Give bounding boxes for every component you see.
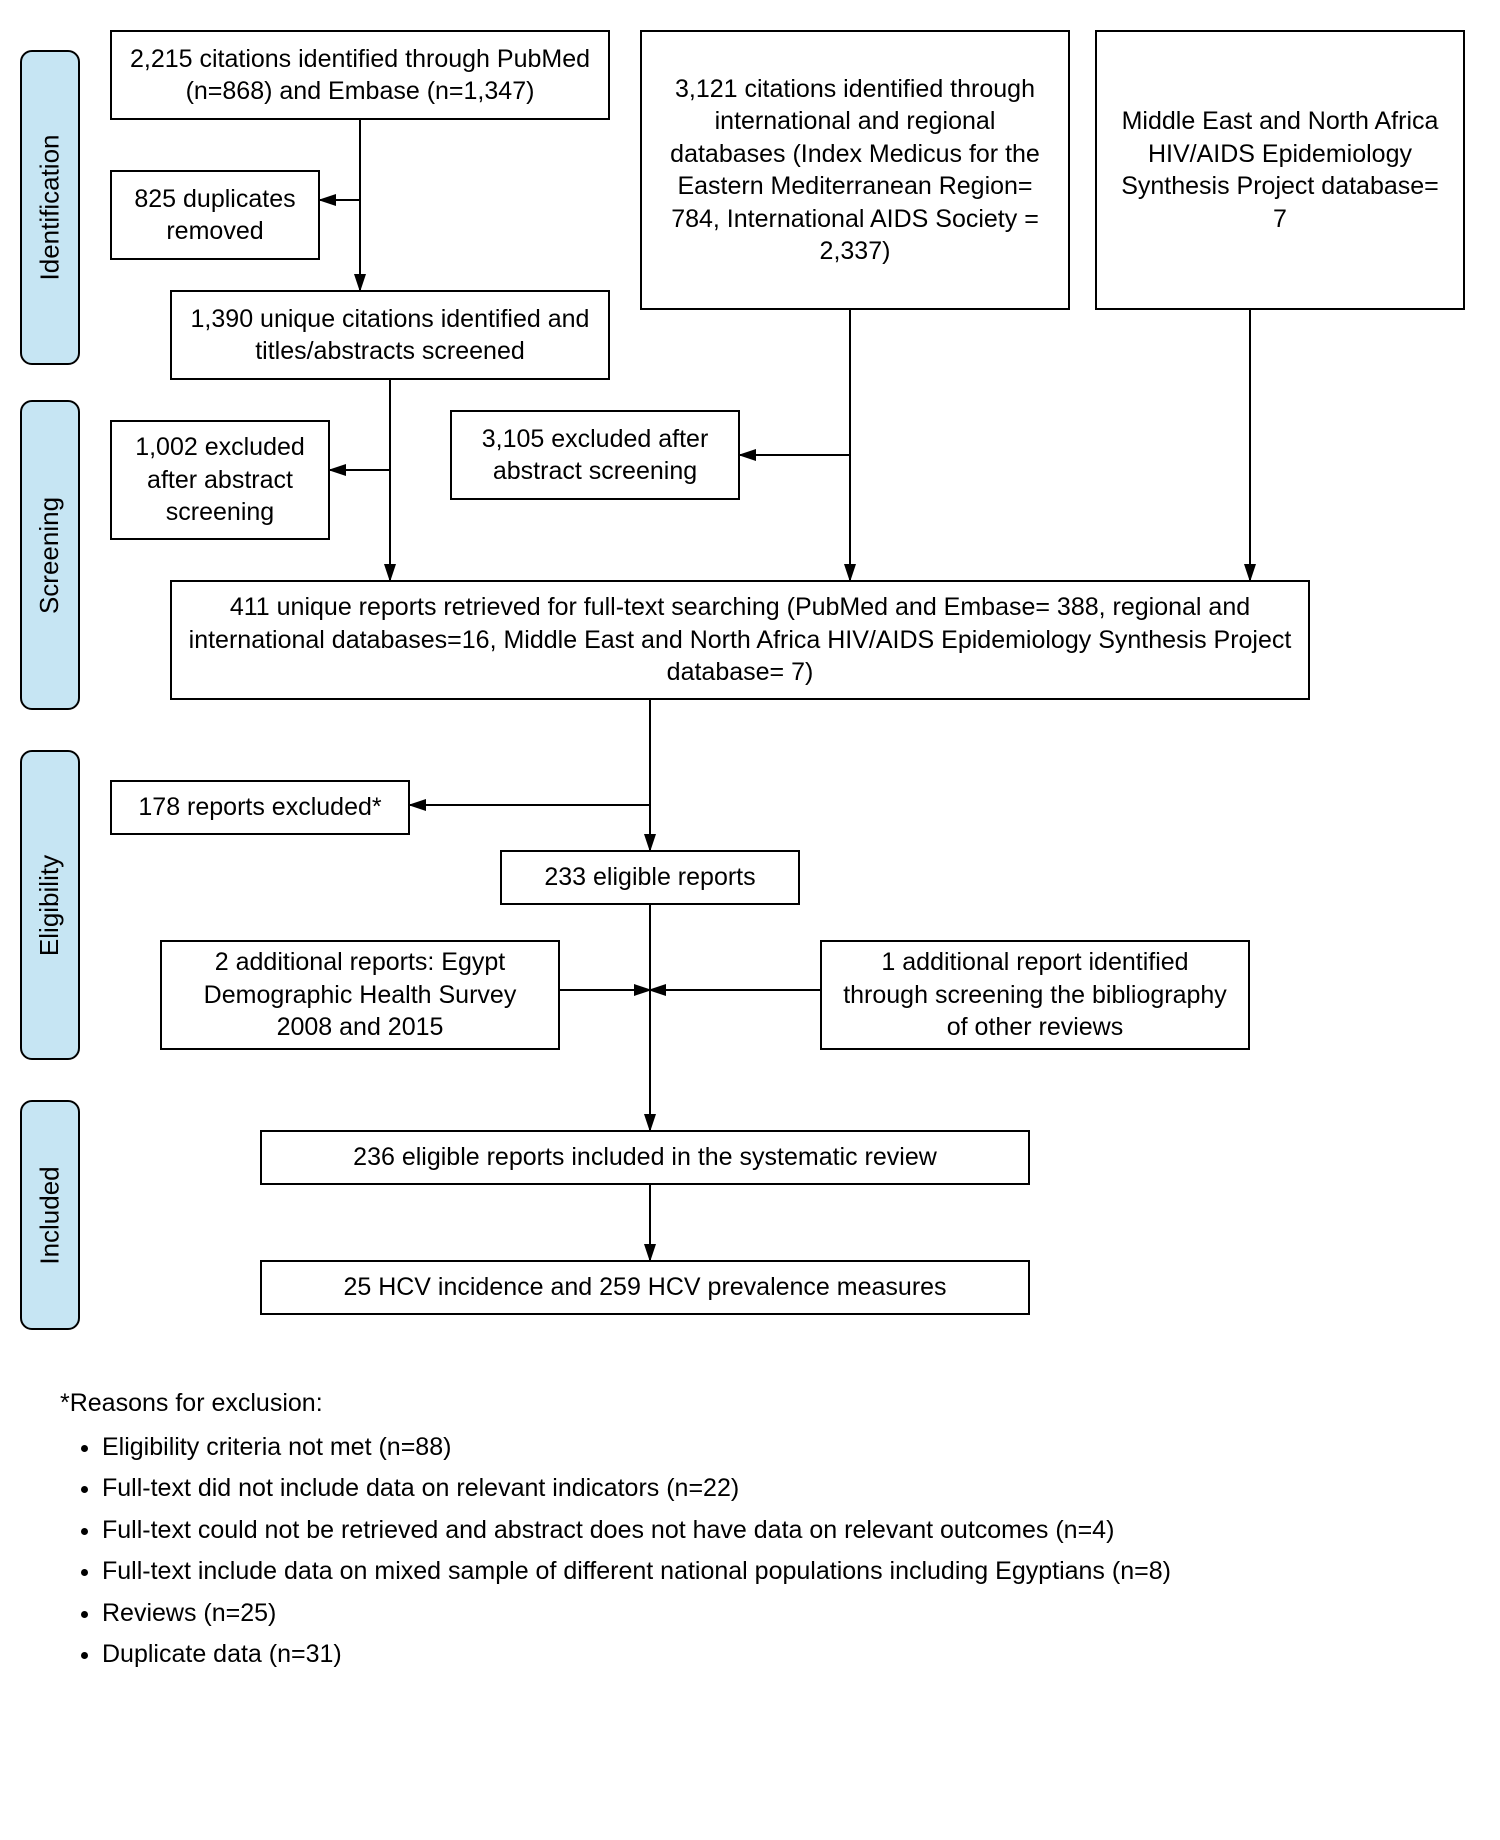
phase-screening: Screening bbox=[20, 400, 80, 710]
footnote-item: Eligibility criteria not met (n=88) bbox=[102, 1429, 1460, 1467]
phase-identification-label: Identification bbox=[35, 135, 66, 281]
b-add1: 1 additional report identified through s… bbox=[820, 940, 1250, 1050]
footnote-item: Duplicate data (n=31) bbox=[102, 1636, 1460, 1674]
phase-included-label: Included bbox=[35, 1166, 66, 1264]
phase-included: Included bbox=[20, 1100, 80, 1330]
phase-identification: Identification bbox=[20, 50, 80, 365]
b-233: 233 eligible reports bbox=[500, 850, 800, 905]
b-intl-db: 3,121 citations identified through inter… bbox=[640, 30, 1070, 310]
b-excl1002: 1,002 excluded after abstract screening bbox=[110, 420, 330, 540]
b-25-259: 25 HCV incidence and 259 HCV prevalence … bbox=[260, 1260, 1030, 1315]
b-178excl: 178 reports excluded* bbox=[110, 780, 410, 835]
b-pubmed: 2,215 citations identified through PubMe… bbox=[110, 30, 610, 120]
phase-screening-label: Screening bbox=[35, 496, 66, 613]
footnote-heading: *Reasons for exclusion: bbox=[60, 1385, 1460, 1423]
exclusion-footnote: *Reasons for exclusion: Eligibility crite… bbox=[60, 1385, 1460, 1678]
prisma-flowchart: Identification Screening Eligibility Includ… bbox=[20, 20, 1480, 1820]
b-411: 411 unique reports retrieved for full-te… bbox=[170, 580, 1310, 700]
b-unique1390: 1,390 unique citations identified and ti… bbox=[170, 290, 610, 380]
footnote-item: Full-text could not be retrieved and abs… bbox=[102, 1512, 1460, 1550]
phase-eligibility-label: Eligibility bbox=[35, 854, 66, 955]
b-add2: 2 additional reports: Egypt Demographic … bbox=[160, 940, 560, 1050]
footnote-item: Full-text include data on mixed sample o… bbox=[102, 1553, 1460, 1591]
b-mena-db: Middle East and North Africa HIV/AIDS Ep… bbox=[1095, 30, 1465, 310]
footnote-item: Reviews (n=25) bbox=[102, 1595, 1460, 1633]
b-236: 236 eligible reports included in the sys… bbox=[260, 1130, 1030, 1185]
phase-eligibility: Eligibility bbox=[20, 750, 80, 1060]
b-excl3105: 3,105 excluded after abstract screening bbox=[450, 410, 740, 500]
footnote-item: Full-text did not include data on releva… bbox=[102, 1470, 1460, 1508]
footnote-list: Eligibility criteria not met (n=88)Full-… bbox=[60, 1429, 1460, 1674]
b-dups: 825 duplicates removed bbox=[110, 170, 320, 260]
